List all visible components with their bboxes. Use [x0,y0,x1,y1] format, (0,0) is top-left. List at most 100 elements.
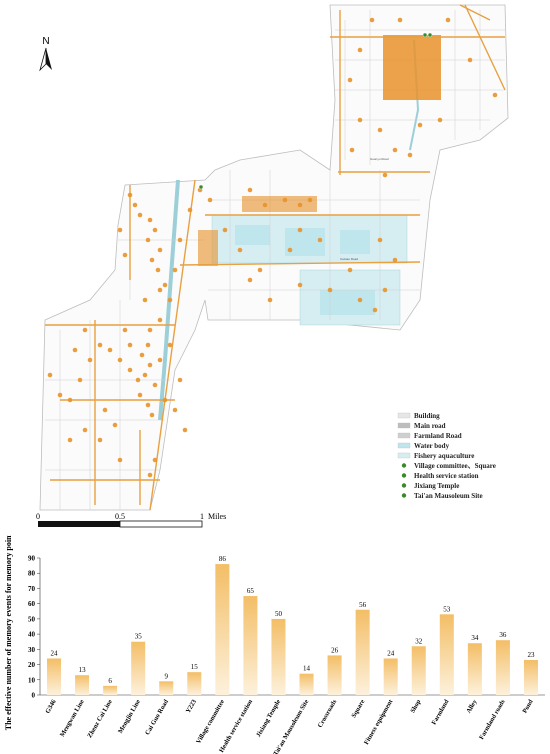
bar [467,643,482,695]
road-label-1: Caixiao Road [340,257,358,261]
category-label: Health service station [218,698,254,754]
memory-point [397,17,403,23]
memory-point [147,472,153,478]
bar-value-label: 50 [275,610,283,618]
memory-point [107,347,113,353]
memory-point [157,317,163,323]
memory-point [157,287,163,293]
y-tick-label: 50 [28,615,36,623]
category-label: Crossroads [317,698,339,729]
poi-markers [198,32,433,190]
memory-point [382,287,388,293]
legend-item-label: Farmland Road [414,432,462,440]
memory-point [172,407,178,413]
memory-point [112,422,118,428]
memory-point [139,352,145,358]
legend-item-label: Tai'an Mausoleum Site [414,492,483,500]
memory-point [247,187,253,193]
y-tick-label: 60 [28,600,36,608]
bar [243,596,258,695]
bar-value-label: 34 [471,634,479,642]
village-memory-map: N [36,4,509,528]
bar-value-label: 35 [135,633,143,641]
memory-point [149,412,155,418]
y-axis-label: The effective number of memory events fo… [4,535,13,730]
legend-swatch [397,442,411,449]
memory-point [382,172,388,178]
category-label: Fitness equipment [363,698,395,746]
legend-item-label: Jixiang Temple [414,482,459,490]
y-tick-label: 30 [28,646,36,654]
bar [495,640,510,695]
memory-point [157,247,163,253]
memory-point [87,357,93,363]
memory-point [147,217,153,223]
bar [355,609,370,695]
legend-swatch [401,483,407,488]
bar [159,681,174,695]
memory-point [167,342,173,348]
memory-point [237,247,243,253]
legend-item-label: Health service station [414,472,479,480]
memory-point [162,282,168,288]
memory-point [82,327,88,333]
bar [383,658,398,695]
memory-point [417,122,423,128]
memory-point [152,227,158,233]
bar [299,673,314,695]
memory-point [82,427,88,433]
memory-point-clusters [198,35,441,266]
memory-point [347,77,353,83]
chart-axes: 0 10 20 30 40 50 60 70 80 90 [28,555,545,700]
memory-point [257,267,263,273]
memory-point [145,402,151,408]
legend-swatch [401,463,407,468]
memory-point [437,117,443,123]
memory-point [122,327,128,333]
bar [271,618,286,695]
category-label: G346 [44,698,58,715]
y-tick-label: 0 [32,692,36,700]
category-label: Jixiang Temple [255,698,282,738]
scale-tick-0: 0 [36,512,40,521]
category-label: Mengjin Line [117,698,142,734]
memory-point [247,277,253,283]
category-label: Village committee [195,698,226,745]
memory-point [127,342,133,348]
memory-point [102,407,108,413]
bar-value-label: 6 [108,677,112,685]
bar-value-label: 9 [165,672,169,680]
memory-point [145,342,151,348]
scale-unit: Miles [208,512,226,521]
y-tick-label: 80 [28,570,36,578]
map-legend: Building Main road Farmland Road Water body… [397,412,496,500]
category-label: Cai Guo Road [144,698,170,736]
legend-swatch [401,493,407,498]
memory-point [135,377,141,383]
memory-point [162,397,168,403]
bar-value-label: 24 [387,649,395,657]
memory-point [357,297,363,303]
memory-point [177,377,183,383]
bar-value-label: 53 [443,605,451,613]
category-label: Farmland [431,698,451,726]
legend-swatch [397,432,411,439]
bar [75,675,90,695]
memory-point [349,147,355,153]
bar-value-label: 26 [331,646,339,654]
category-label: Farmland roads [478,698,507,741]
memory-point [262,202,268,208]
memory-point [392,147,398,153]
memory-point [317,237,323,243]
y-tick-label: 90 [28,555,36,563]
memory-point [407,152,413,158]
bar-value-label: 56 [359,601,367,609]
scale-tick-2: 1 [200,512,204,521]
memory-point [222,227,228,233]
memory-point [327,287,333,293]
memory-point [297,227,303,233]
memory-point [122,252,128,258]
memory-point [72,347,78,353]
memory-point [67,437,73,443]
road-label-2: Guanyu Road [370,157,389,161]
